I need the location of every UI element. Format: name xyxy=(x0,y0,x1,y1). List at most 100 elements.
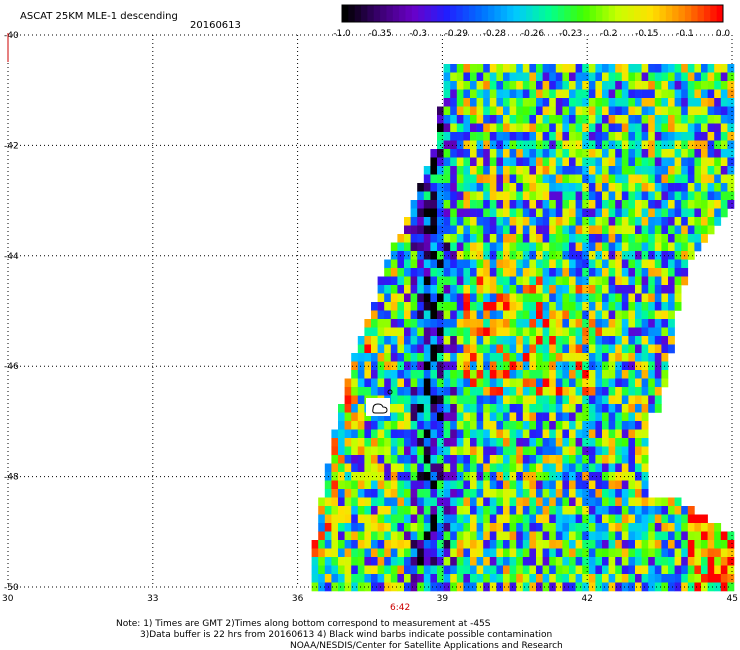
heatmap-cell xyxy=(456,98,464,107)
heatmap-cell xyxy=(509,225,517,235)
heatmap-cell xyxy=(575,157,583,167)
heatmap-cell xyxy=(483,285,491,294)
heatmap-cell xyxy=(668,217,675,226)
heatmap-cell xyxy=(503,123,510,133)
heatmap-cell xyxy=(509,174,517,184)
y-tick-label: -42 xyxy=(4,141,19,151)
heatmap-cell xyxy=(661,174,669,184)
heatmap-cell xyxy=(694,149,702,158)
heatmap-cell xyxy=(516,429,524,439)
heatmap-cell xyxy=(463,140,471,150)
heatmap-cell xyxy=(410,497,418,507)
heatmap-cell xyxy=(443,395,451,405)
heatmap-cell xyxy=(509,251,517,260)
heatmap-cell xyxy=(503,404,510,413)
heatmap-cell xyxy=(549,540,557,549)
heatmap-cell xyxy=(635,582,642,592)
heatmap-cell xyxy=(562,557,570,566)
heatmap-cell xyxy=(522,140,530,150)
heatmap-cell xyxy=(555,531,563,541)
heatmap-cell xyxy=(404,353,411,362)
heatmap-cell xyxy=(562,506,570,515)
heatmap-cell xyxy=(483,276,491,286)
heatmap-cell xyxy=(443,489,451,498)
heatmap-cell xyxy=(463,438,471,447)
heatmap-cell xyxy=(569,81,576,90)
heatmap-cell xyxy=(575,455,583,464)
heatmap-cell xyxy=(417,531,425,541)
heatmap-cell xyxy=(516,387,524,396)
heatmap-cell xyxy=(621,480,629,490)
heatmap-cell xyxy=(483,446,491,456)
heatmap-cell xyxy=(536,166,543,175)
heatmap-cell xyxy=(608,191,616,201)
heatmap-cell xyxy=(476,412,484,422)
heatmap-cell xyxy=(404,557,411,566)
heatmap-cell xyxy=(496,370,504,379)
heatmap-cell xyxy=(555,217,563,226)
heatmap-cell xyxy=(364,548,372,558)
heatmap-cell xyxy=(595,497,603,507)
heatmap-cell xyxy=(549,89,557,99)
heatmap-cell xyxy=(595,472,603,481)
heatmap-cell xyxy=(687,157,695,167)
heatmap-cell xyxy=(516,327,524,337)
heatmap-cell xyxy=(430,251,438,260)
heatmap-cell xyxy=(483,259,491,269)
heatmap-cell xyxy=(575,72,583,82)
heatmap-cell xyxy=(542,506,550,515)
heatmap-cell xyxy=(529,98,537,107)
colorbar-segment xyxy=(551,5,559,22)
heatmap-cell xyxy=(476,157,484,167)
heatmap-cell xyxy=(430,395,438,405)
heatmap-cell xyxy=(516,489,524,498)
heatmap-cell xyxy=(489,64,497,73)
heatmap-cell xyxy=(496,115,504,124)
heatmap-cell xyxy=(555,157,563,167)
heatmap-cell xyxy=(443,191,451,201)
heatmap-cell xyxy=(529,242,537,252)
heatmap-cell xyxy=(522,81,530,90)
heatmap-cell xyxy=(496,234,504,243)
heatmap-cell xyxy=(423,472,431,481)
heatmap-cell xyxy=(661,123,669,133)
heatmap-cell xyxy=(661,191,669,201)
heatmap-cell xyxy=(595,234,603,243)
heatmap-cell xyxy=(628,72,636,82)
heatmap-cell xyxy=(720,208,728,218)
heatmap-cell xyxy=(635,523,642,532)
colorbar-segment xyxy=(519,5,527,22)
heatmap-cell xyxy=(628,523,636,532)
heatmap-cell xyxy=(555,183,563,192)
heatmap-cell xyxy=(364,480,372,490)
heatmap-cell xyxy=(595,140,603,150)
heatmap-cell xyxy=(720,574,728,583)
heatmap-cell xyxy=(509,353,517,362)
heatmap-cell xyxy=(351,387,359,396)
heatmap-cell xyxy=(397,489,405,498)
heatmap-cell xyxy=(470,489,477,498)
heatmap-cell xyxy=(483,225,491,235)
heatmap-cell xyxy=(430,225,438,235)
heatmap-cell xyxy=(549,319,557,328)
heatmap-cell xyxy=(522,378,530,388)
heatmap-cell xyxy=(608,217,616,226)
heatmap-cell xyxy=(430,404,438,413)
heatmap-cell xyxy=(635,106,642,116)
heatmap-cell xyxy=(430,514,438,524)
heatmap-cell xyxy=(588,531,596,541)
heatmap-cell xyxy=(641,140,649,150)
heatmap-cell xyxy=(687,565,695,575)
heatmap-cell xyxy=(602,446,609,456)
heatmap-cell xyxy=(443,387,451,396)
heatmap-cell xyxy=(555,404,563,413)
heatmap-cell xyxy=(668,319,675,328)
heatmap-cell xyxy=(516,208,524,218)
heatmap-cell xyxy=(555,540,563,549)
heatmap-cell xyxy=(470,132,477,141)
heatmap-cell xyxy=(417,353,425,362)
heatmap-cell xyxy=(588,429,596,439)
heatmap-cell xyxy=(470,463,477,473)
colorbar-segment xyxy=(703,5,711,22)
heatmap-cell xyxy=(575,446,583,456)
